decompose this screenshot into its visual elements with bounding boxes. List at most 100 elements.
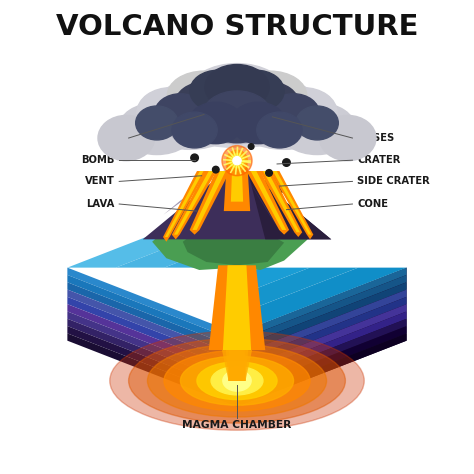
Text: ASH: ASH	[100, 133, 124, 143]
Ellipse shape	[268, 94, 319, 133]
Ellipse shape	[269, 88, 337, 137]
Polygon shape	[223, 265, 251, 350]
Polygon shape	[237, 162, 310, 222]
Polygon shape	[237, 282, 407, 356]
Text: LAVA: LAVA	[86, 199, 115, 209]
Polygon shape	[246, 171, 289, 235]
Polygon shape	[67, 268, 237, 341]
Ellipse shape	[278, 103, 356, 155]
Ellipse shape	[136, 106, 178, 140]
Polygon shape	[237, 268, 358, 315]
Polygon shape	[163, 171, 206, 242]
Ellipse shape	[205, 64, 269, 110]
Circle shape	[233, 156, 241, 165]
Polygon shape	[190, 171, 230, 235]
Ellipse shape	[137, 88, 205, 137]
Polygon shape	[213, 258, 261, 277]
Text: CRATER: CRATER	[357, 155, 401, 165]
Polygon shape	[237, 275, 407, 348]
Ellipse shape	[236, 82, 300, 128]
Polygon shape	[228, 315, 246, 381]
Polygon shape	[237, 326, 407, 399]
Circle shape	[283, 159, 290, 166]
Polygon shape	[237, 297, 407, 370]
Polygon shape	[192, 171, 226, 230]
Ellipse shape	[211, 366, 263, 395]
Circle shape	[191, 154, 198, 162]
Polygon shape	[228, 320, 250, 381]
Ellipse shape	[190, 64, 284, 118]
Polygon shape	[67, 297, 237, 370]
Polygon shape	[237, 162, 331, 239]
Circle shape	[227, 150, 247, 171]
Ellipse shape	[232, 79, 317, 133]
Polygon shape	[67, 201, 237, 268]
Polygon shape	[164, 239, 237, 268]
Polygon shape	[67, 282, 237, 356]
Polygon shape	[172, 171, 217, 239]
Polygon shape	[263, 171, 300, 232]
Ellipse shape	[265, 179, 280, 189]
Polygon shape	[165, 171, 203, 237]
Ellipse shape	[228, 70, 284, 112]
Ellipse shape	[240, 97, 310, 146]
Ellipse shape	[140, 91, 239, 149]
Polygon shape	[228, 316, 246, 381]
Ellipse shape	[98, 116, 155, 161]
Polygon shape	[237, 268, 407, 407]
Polygon shape	[67, 275, 237, 348]
Polygon shape	[237, 162, 280, 230]
Text: VENT: VENT	[84, 176, 115, 186]
Polygon shape	[237, 268, 310, 296]
Ellipse shape	[172, 112, 217, 148]
Polygon shape	[116, 220, 237, 268]
Polygon shape	[237, 311, 407, 385]
Polygon shape	[164, 162, 237, 215]
Text: CONE: CONE	[357, 199, 388, 209]
Polygon shape	[224, 320, 246, 381]
Ellipse shape	[164, 97, 234, 146]
Polygon shape	[228, 329, 255, 381]
Polygon shape	[174, 171, 213, 235]
Circle shape	[248, 144, 254, 149]
Polygon shape	[260, 171, 302, 237]
Ellipse shape	[157, 79, 242, 133]
Polygon shape	[143, 162, 331, 239]
Ellipse shape	[319, 116, 376, 161]
Ellipse shape	[118, 103, 196, 155]
Ellipse shape	[189, 102, 243, 144]
Polygon shape	[183, 216, 284, 265]
Ellipse shape	[257, 112, 302, 148]
Ellipse shape	[181, 356, 293, 405]
Ellipse shape	[190, 70, 246, 112]
Polygon shape	[67, 333, 237, 407]
Text: MAGMA CHAMBER: MAGMA CHAMBER	[182, 420, 292, 430]
Polygon shape	[152, 211, 308, 270]
Ellipse shape	[223, 370, 251, 391]
Ellipse shape	[174, 82, 238, 128]
Polygon shape	[67, 311, 237, 385]
Polygon shape	[219, 329, 246, 381]
Text: GASES: GASES	[357, 133, 394, 143]
Polygon shape	[237, 290, 407, 363]
Polygon shape	[67, 326, 237, 399]
Polygon shape	[270, 171, 313, 239]
Ellipse shape	[261, 179, 283, 197]
Polygon shape	[237, 333, 407, 407]
Polygon shape	[273, 171, 311, 235]
Ellipse shape	[296, 106, 338, 140]
Circle shape	[212, 166, 219, 173]
Circle shape	[266, 170, 273, 176]
Polygon shape	[251, 171, 286, 230]
Text: VOLCANO STRUCTURE: VOLCANO STRUCTURE	[56, 13, 418, 41]
Polygon shape	[67, 290, 237, 363]
Ellipse shape	[195, 70, 279, 126]
Polygon shape	[67, 304, 237, 377]
Polygon shape	[237, 268, 407, 334]
Polygon shape	[228, 316, 246, 381]
Ellipse shape	[176, 71, 298, 132]
Ellipse shape	[235, 91, 334, 149]
Ellipse shape	[231, 102, 285, 144]
Ellipse shape	[197, 362, 277, 400]
Polygon shape	[237, 268, 407, 341]
